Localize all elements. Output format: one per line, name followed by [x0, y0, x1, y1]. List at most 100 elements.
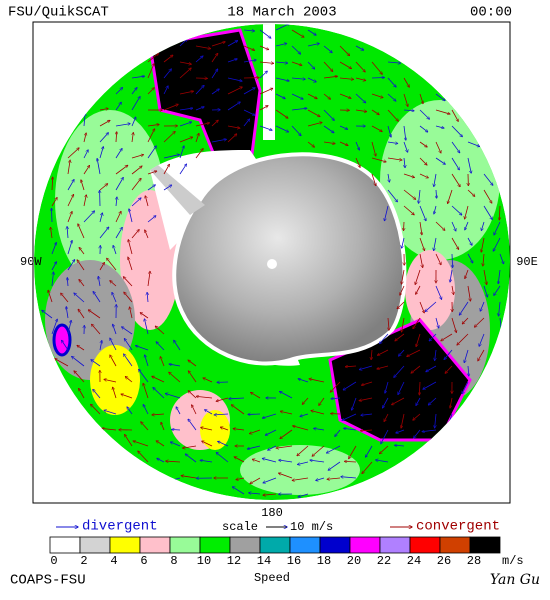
- wind-arrow: [298, 379, 309, 383]
- wind-arrow: [385, 381, 389, 393]
- wind-arrow: [243, 45, 255, 50]
- wind-arrow: [419, 189, 420, 203]
- wind-arrow: [450, 269, 453, 282]
- colorbar-label: 10: [197, 554, 211, 568]
- wind-arrow: [380, 445, 389, 454]
- wind-arrow: [133, 441, 149, 447]
- wind-arrow: [99, 147, 103, 159]
- wind-arrow: [131, 117, 136, 127]
- wind-arrow: [144, 319, 149, 335]
- wind-arrow: [195, 45, 211, 49]
- colorbar-label: 20: [347, 554, 361, 568]
- colorbar-swatch: [199, 536, 231, 554]
- wind-arrow: [419, 157, 427, 165]
- wind-arrow: [188, 360, 197, 367]
- wind-arrow: [435, 413, 436, 428]
- wind-arrow: [259, 125, 272, 130]
- wind-arrow: [435, 93, 445, 101]
- wind-arrow: [166, 461, 181, 462]
- wind-arrow: [179, 122, 192, 127]
- wind-arrow: [435, 109, 450, 114]
- wind-arrow: [227, 125, 240, 128]
- wind-arrow: [227, 87, 242, 95]
- wind-arrow: [179, 68, 191, 79]
- wind-arrow: [163, 86, 168, 95]
- wind-arrow: [380, 333, 389, 344]
- wind-arrow: [371, 157, 386, 162]
- wind-arrow: [292, 477, 309, 480]
- colorbar-swatch: [229, 536, 261, 554]
- wind-arrow: [179, 146, 184, 159]
- wind-arrow: [462, 317, 469, 324]
- wind-arrow: [99, 341, 102, 351]
- wind-arrow: [132, 133, 133, 143]
- wind-arrow: [247, 445, 261, 449]
- map: [34, 24, 510, 500]
- wind-arrow: [445, 365, 453, 373]
- wind-arrow: [323, 93, 330, 99]
- wind-arrow: [387, 77, 396, 87]
- wind-arrow: [113, 246, 117, 255]
- wind-arrow: [227, 134, 237, 143]
- colorbar-swatch: [469, 536, 501, 554]
- wind-arrow: [493, 237, 501, 251]
- wind-arrow: [411, 365, 421, 373]
- wind-arrow: [451, 157, 459, 170]
- wind-arrow: [451, 205, 462, 215]
- legend-divergent: divergent: [82, 519, 158, 535]
- wind-arrow: [98, 276, 101, 287]
- wind-arrow: [78, 224, 85, 239]
- wind-arrow: [110, 338, 117, 351]
- wind-arrow: [124, 354, 133, 367]
- wind-arrow: [279, 473, 293, 479]
- colorbar-label: 18: [317, 554, 331, 568]
- wind-arrow: [339, 78, 353, 79]
- wind-arrow: [78, 309, 85, 319]
- wind-arrow: [323, 141, 335, 144]
- wind-arrow: [435, 141, 441, 153]
- wind-arrow: [268, 445, 277, 450]
- wind-arrow: [195, 133, 199, 143]
- wind-arrow: [147, 124, 159, 127]
- wind-arrow: [195, 107, 204, 111]
- wind-arrow: [211, 42, 225, 47]
- wind-arrow: [483, 189, 492, 203]
- colorbar-swatch: [49, 536, 81, 554]
- wind-arrow: [483, 173, 493, 185]
- wind-arrow: [381, 429, 389, 444]
- wind-arrow: [147, 53, 158, 63]
- wind-arrow: [323, 109, 334, 120]
- wind-arrow: [179, 61, 191, 64]
- wind-arrow: [404, 157, 405, 168]
- colorbar-label: 26: [437, 554, 451, 568]
- wind-arrow: [275, 62, 288, 63]
- colorbar-swatch: [79, 536, 111, 554]
- wind-arrow: [436, 189, 437, 198]
- wind-arrow: [67, 227, 68, 239]
- wind-arrow: [343, 381, 357, 390]
- wind-arrow: [330, 381, 341, 392]
- wind-arrow: [179, 91, 193, 95]
- colorbar-swatch: [319, 536, 351, 554]
- wind-arrow: [156, 342, 165, 351]
- wind-arrow: [227, 59, 237, 63]
- wind-arrow: [342, 413, 357, 420]
- wind-arrow: [259, 106, 268, 111]
- wind-arrow: [345, 461, 357, 462]
- wind-arrow: [392, 397, 405, 405]
- wind-arrow: [66, 307, 69, 319]
- wind-arrow: [147, 146, 156, 159]
- wind-arrow: [128, 240, 133, 255]
- wind-arrow: [201, 427, 213, 431]
- wind-arrow: [67, 241, 72, 255]
- wind-arrow: [110, 281, 117, 287]
- wind-arrow: [115, 165, 128, 175]
- wind-arrow: [99, 120, 110, 127]
- wind-arrow: [415, 269, 421, 284]
- wind-arrow: [188, 419, 197, 431]
- wind-arrow: [467, 189, 475, 196]
- wind-arrow: [147, 185, 155, 191]
- wind-arrow: [169, 372, 181, 383]
- wind-arrow: [77, 345, 85, 351]
- colorbar-label: 28: [467, 554, 481, 568]
